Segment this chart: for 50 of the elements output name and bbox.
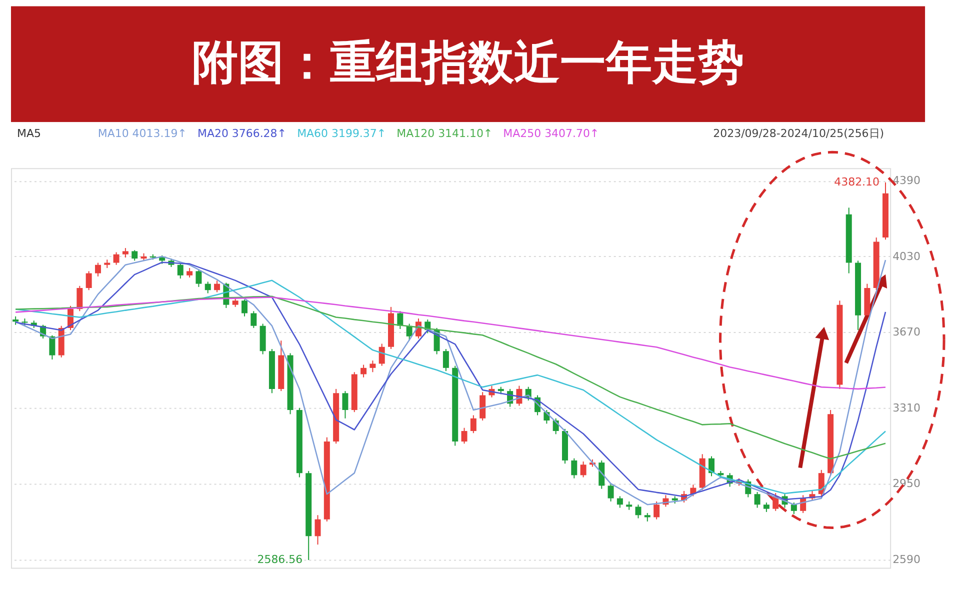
candlestick (214, 280, 220, 293)
annotation: 2586.56 (257, 553, 303, 566)
candlestick (196, 270, 202, 288)
annotation: 4382.10 (834, 175, 880, 188)
text: MA10 4013.19↑ (98, 127, 187, 140)
candlestick (754, 492, 760, 508)
candlestick (250, 310, 257, 328)
candlestick (598, 460, 605, 490)
candlestick (461, 427, 468, 444)
candlestick (635, 504, 642, 519)
text: 2023/09/28-2024/10/25(256日) (713, 127, 884, 140)
candlestick (397, 310, 404, 330)
y-tick-label: 4390 (892, 174, 921, 188)
chart-title: 附图：重组指数近一年走势 (192, 35, 744, 90)
candlestick (571, 458, 578, 479)
text: MA120 3141.10↑ (396, 127, 493, 140)
candlestick (480, 392, 486, 421)
candlestick (204, 281, 211, 294)
candlestick (86, 270, 92, 291)
text: MA250 3407.70↑ (503, 127, 600, 140)
candlestick (49, 334, 56, 360)
y-tick-label: 2950 (892, 477, 921, 490)
text: MA5 (16, 127, 41, 140)
candlestick (132, 250, 138, 262)
candlestick (763, 502, 770, 512)
candlestick (113, 252, 120, 266)
candlestick (177, 263, 184, 280)
candlestick (186, 268, 193, 278)
candlestick (360, 364, 367, 378)
candlestick (580, 461, 586, 478)
text: MA60 3199.37↑ (297, 127, 386, 140)
y-tick-label: 2590 (892, 552, 921, 566)
candlestick (790, 502, 797, 515)
y-tick-label: 3310 (892, 401, 921, 414)
candlestick (122, 248, 128, 258)
candlestick (94, 262, 101, 277)
candlestick (242, 299, 248, 317)
candlestick (616, 496, 623, 508)
candlestick (654, 500, 660, 520)
text: MA20 3766.28↑ (197, 127, 286, 140)
candlestick (314, 514, 321, 546)
candlestick (470, 414, 476, 434)
y-tick-label: 4030 (892, 250, 921, 263)
y-tick-label: 3670 (892, 326, 921, 339)
candlestick (378, 343, 385, 366)
candlestick (442, 348, 449, 372)
candlestick (608, 483, 614, 502)
candlestick (370, 360, 376, 373)
candlestick (76, 285, 83, 312)
candlestick (342, 390, 348, 419)
